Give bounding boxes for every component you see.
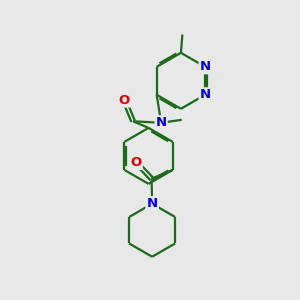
Text: N: N (147, 197, 158, 210)
Text: N: N (200, 60, 211, 73)
Text: O: O (130, 156, 142, 169)
Text: N: N (200, 88, 211, 101)
Text: N: N (147, 197, 158, 210)
Text: O: O (119, 94, 130, 106)
Text: N: N (155, 116, 167, 129)
